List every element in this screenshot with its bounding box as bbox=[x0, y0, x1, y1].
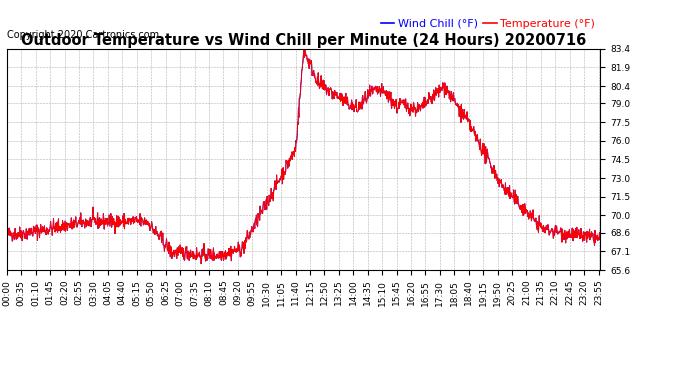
Legend: Wind Chill (°F), Temperature (°F): Wind Chill (°F), Temperature (°F) bbox=[381, 19, 595, 29]
Text: Copyright 2020 Cartronics.com: Copyright 2020 Cartronics.com bbox=[7, 30, 159, 40]
Title: Outdoor Temperature vs Wind Chill per Minute (24 Hours) 20200716: Outdoor Temperature vs Wind Chill per Mi… bbox=[21, 33, 586, 48]
